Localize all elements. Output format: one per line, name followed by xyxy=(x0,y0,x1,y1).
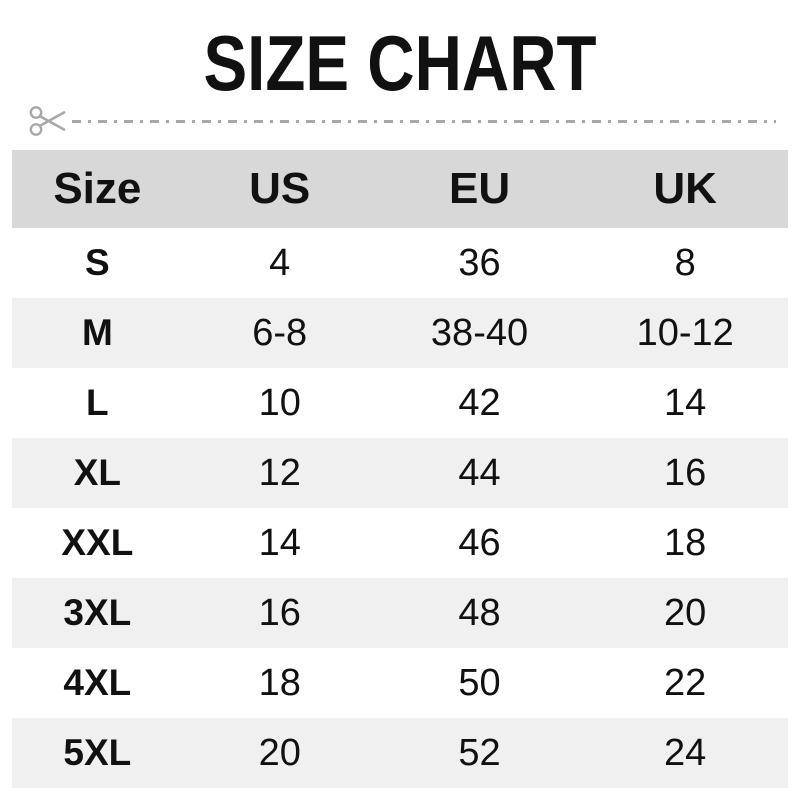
column-header-us: US xyxy=(182,150,377,228)
table-row: S 4 36 8 xyxy=(12,228,788,298)
page-title: SIZE CHART xyxy=(203,19,597,107)
us-cell: 6-8 xyxy=(252,311,308,354)
size-chart-table: Size US EU UK S 4 36 8 M 6-8 38-40 10-12… xyxy=(12,150,788,788)
cut-dash-line xyxy=(72,119,776,123)
us-cell: 20 xyxy=(258,731,301,774)
uk-cell: 20 xyxy=(664,591,707,634)
cut-line xyxy=(28,102,776,140)
eu-cell: 42 xyxy=(458,381,501,424)
header-row: Size US EU UK xyxy=(12,150,788,228)
table-row: XXL 14 46 18 xyxy=(12,508,788,578)
uk-cell: 14 xyxy=(664,381,707,424)
size-cell: L xyxy=(86,382,109,423)
uk-cell: 18 xyxy=(664,521,707,564)
table-row: 5XL 20 52 24 xyxy=(12,718,788,788)
eu-cell: 44 xyxy=(458,451,501,494)
size-cell: 3XL xyxy=(63,592,132,633)
uk-cell: 22 xyxy=(664,661,707,704)
column-header-size: Size xyxy=(12,150,183,228)
table-header: Size US EU UK xyxy=(12,150,788,228)
eu-cell: 52 xyxy=(458,731,501,774)
us-cell: 16 xyxy=(258,591,301,634)
us-cell: 4 xyxy=(269,241,291,284)
table-body: S 4 36 8 M 6-8 38-40 10-12 L 10 42 14 XL… xyxy=(12,228,788,788)
size-cell: 5XL xyxy=(63,732,132,773)
eu-cell: 50 xyxy=(458,661,501,704)
table-row: XL 12 44 16 xyxy=(12,438,788,508)
us-cell: 14 xyxy=(258,521,301,564)
uk-cell: 10-12 xyxy=(636,311,734,354)
column-header-uk: UK xyxy=(582,150,788,228)
us-cell: 10 xyxy=(258,381,301,424)
table-row: L 10 42 14 xyxy=(12,368,788,438)
size-cell: XL xyxy=(73,452,121,493)
table-row: 3XL 16 48 20 xyxy=(12,578,788,648)
uk-cell: 8 xyxy=(674,241,696,284)
eu-cell: 36 xyxy=(458,241,501,284)
table-row: 4XL 18 50 22 xyxy=(12,648,788,718)
uk-cell: 24 xyxy=(664,731,707,774)
column-header-eu: EU xyxy=(376,150,583,228)
eu-cell: 46 xyxy=(458,521,501,564)
size-cell: XXL xyxy=(61,522,134,563)
uk-cell: 16 xyxy=(664,451,707,494)
eu-cell: 48 xyxy=(458,591,501,634)
us-cell: 12 xyxy=(258,451,301,494)
size-cell: S xyxy=(85,242,110,283)
table-row: M 6-8 38-40 10-12 xyxy=(12,298,788,368)
scissors-icon xyxy=(29,106,66,136)
eu-cell: 38-40 xyxy=(430,311,529,354)
us-cell: 18 xyxy=(258,661,301,704)
size-cell: 4XL xyxy=(63,662,132,703)
size-cell: M xyxy=(81,312,113,353)
